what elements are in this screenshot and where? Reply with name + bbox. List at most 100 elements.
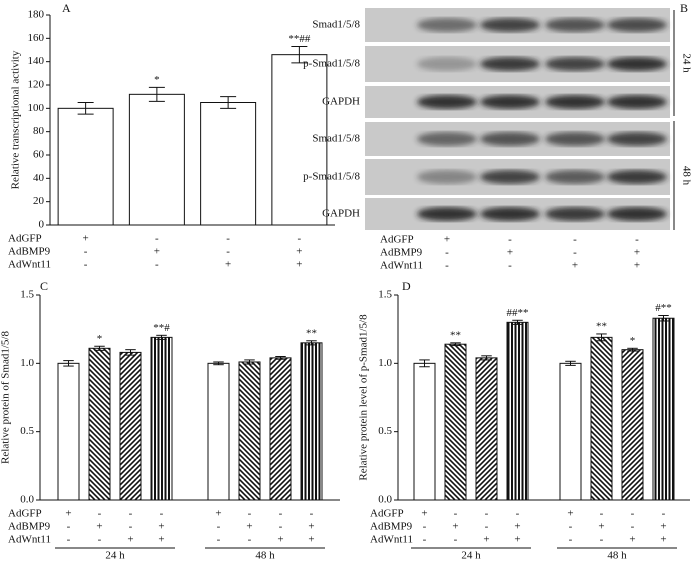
- y-tick-label: 0.0: [20, 494, 34, 506]
- blot-band: [545, 95, 605, 109]
- condition-label: AdBMP9: [8, 521, 51, 533]
- condition-label: AdBMP9: [380, 247, 423, 259]
- blot-band: [545, 170, 605, 184]
- time-label: 24 h: [680, 53, 692, 73]
- bar: [300, 342, 323, 501]
- error-bar: [244, 359, 255, 365]
- error-bar: [306, 340, 317, 346]
- blot-band: [480, 57, 540, 71]
- blot-band: [545, 57, 605, 71]
- group-label: 24 h: [461, 550, 481, 562]
- y-tick-label: 140: [28, 55, 45, 67]
- bar: [444, 343, 467, 501]
- condition-sign: +: [634, 260, 640, 272]
- y-axis-label: Relative protein of Smad1/5/8: [0, 331, 12, 464]
- bar: [413, 362, 436, 501]
- condition-sign: -: [569, 521, 573, 533]
- bar: [475, 357, 498, 501]
- error-bar: [63, 360, 74, 367]
- condition-sign: +: [421, 508, 427, 520]
- condition-sign: -: [98, 508, 102, 520]
- condition-sign: +: [158, 521, 164, 533]
- condition-sign: +: [277, 534, 283, 546]
- condition-sign: -: [129, 508, 133, 520]
- condition-sign: +: [308, 521, 314, 533]
- condition-sign: -: [485, 521, 489, 533]
- error-bar: [291, 46, 308, 64]
- condition-sign: +: [154, 246, 160, 258]
- blot-band: [607, 95, 667, 109]
- blot-band: [480, 170, 540, 184]
- significance-label: ##**: [507, 307, 529, 319]
- blot-band: [480, 132, 540, 146]
- blot-band: [417, 170, 477, 184]
- bar: [238, 361, 261, 501]
- blot-band: [607, 57, 667, 71]
- condition-sign: +: [308, 534, 314, 546]
- y-tick-label: 60: [33, 149, 45, 161]
- condition-sign: +: [215, 508, 221, 520]
- condition-sign: -: [631, 508, 635, 520]
- condition-label: AdWnt11: [8, 259, 51, 271]
- condition-sign: -: [573, 247, 577, 259]
- blot-row-label: GAPDH: [322, 208, 360, 220]
- condition-sign: -: [508, 260, 512, 272]
- condition-label: AdWnt11: [370, 534, 413, 546]
- bar: [271, 54, 328, 226]
- condition-sign: +: [246, 521, 252, 533]
- bar: [88, 347, 111, 501]
- y-tick-label: 1.5: [20, 289, 34, 301]
- y-tick-label: 180: [28, 9, 45, 21]
- error-bar: [627, 347, 638, 352]
- panel-letter: A: [62, 1, 71, 15]
- condition-sign: -: [573, 234, 577, 246]
- error-bar: [213, 361, 224, 366]
- time-label: 48 h: [680, 166, 692, 186]
- condition-sign: -: [67, 534, 71, 546]
- panel-letter: B: [680, 1, 688, 15]
- error-bar: [450, 342, 461, 347]
- error-bar: [156, 334, 167, 340]
- condition-sign: -: [662, 508, 666, 520]
- condition-sign: +: [296, 246, 302, 258]
- blot-row-label: p-Smad1/5/8: [303, 58, 360, 70]
- error-bar: [275, 356, 286, 360]
- y-tick-label: 80: [33, 125, 45, 137]
- condition-sign: -: [454, 508, 458, 520]
- condition-sign: +: [96, 521, 102, 533]
- condition-sign: -: [84, 259, 88, 271]
- y-tick-label: 0.5: [378, 425, 392, 437]
- significance-label: **: [450, 329, 461, 341]
- error-bar: [148, 86, 165, 102]
- blot-band: [417, 95, 477, 109]
- condition-sign: -: [160, 508, 164, 520]
- condition-sign: +: [598, 521, 604, 533]
- condition-sign: +: [660, 534, 666, 546]
- y-tick-label: 160: [28, 32, 45, 44]
- y-tick-label: 0: [39, 219, 45, 231]
- blot-band: [545, 132, 605, 146]
- error-bar: [565, 360, 576, 366]
- condition-sign: -: [485, 508, 489, 520]
- y-tick-label: 0.0: [378, 494, 392, 506]
- blot-band: [480, 18, 540, 32]
- condition-sign: -: [445, 260, 449, 272]
- y-tick-label: 1.0: [378, 357, 392, 369]
- error-bar: [512, 319, 523, 325]
- y-tick-label: 100: [28, 102, 45, 114]
- y-tick-label: 1.0: [20, 357, 34, 369]
- bar: [207, 362, 230, 501]
- condition-sign: -: [226, 233, 230, 245]
- condition-sign: +: [507, 247, 513, 259]
- condition-label: AdBMP9: [8, 246, 51, 258]
- condition-sign: +: [572, 260, 578, 272]
- condition-label: AdBMP9: [370, 521, 413, 533]
- condition-sign: -: [635, 234, 639, 246]
- condition-label: AdGFP: [380, 234, 414, 246]
- significance-label: **: [306, 327, 317, 339]
- condition-label: AdGFP: [8, 233, 42, 245]
- condition-sign: +: [65, 508, 71, 520]
- condition-sign: +: [83, 233, 89, 245]
- blot-row-label: p-Smad1/5/8: [303, 171, 360, 183]
- significance-label: #**: [655, 302, 672, 314]
